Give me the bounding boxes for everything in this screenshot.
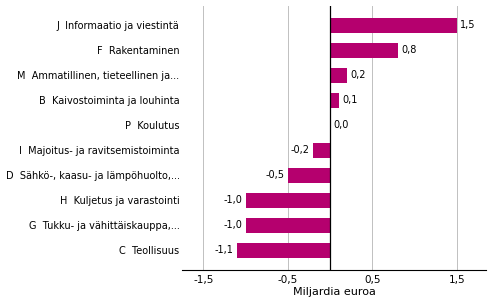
Text: 0,8: 0,8	[401, 45, 417, 55]
Bar	[246, 193, 330, 208]
Bar	[288, 168, 330, 183]
Text: -1,0: -1,0	[223, 195, 243, 205]
X-axis label: Miljardia euroa: Miljardia euroa	[293, 288, 376, 298]
Bar	[313, 143, 330, 158]
Bar	[330, 93, 338, 108]
Text: -1,1: -1,1	[215, 245, 234, 255]
Text: 0,0: 0,0	[334, 120, 349, 130]
Bar	[330, 18, 457, 33]
Bar	[246, 218, 330, 233]
Text: 0,2: 0,2	[350, 70, 366, 80]
Text: -0,2: -0,2	[291, 145, 310, 155]
Text: 0,1: 0,1	[342, 95, 357, 105]
Bar	[330, 68, 347, 83]
Text: -0,5: -0,5	[266, 170, 284, 180]
Bar	[330, 43, 398, 58]
Bar	[237, 243, 330, 258]
Text: -1,0: -1,0	[223, 220, 243, 230]
Text: 1,5: 1,5	[460, 20, 476, 30]
